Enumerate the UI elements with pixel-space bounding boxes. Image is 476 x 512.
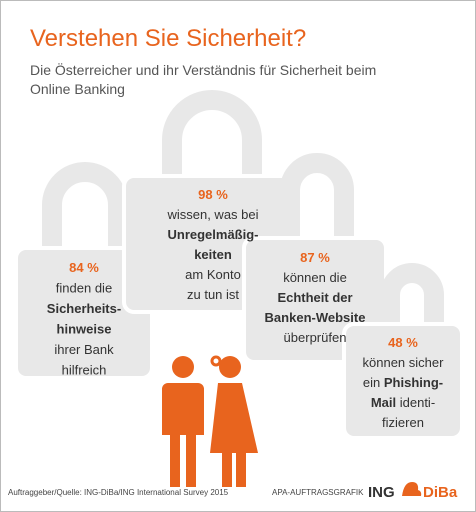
text-segment: Unregelmäßig- xyxy=(167,227,258,242)
people-icon xyxy=(162,355,258,487)
text-segment: ihrer Bank xyxy=(54,342,114,357)
lock-text: Sicherheits- xyxy=(47,301,121,316)
text-segment: können sicher xyxy=(363,355,445,370)
logo-text: ING xyxy=(368,484,395,501)
text-segment: können die xyxy=(283,270,347,285)
lock-text: Unregelmäßig- xyxy=(167,227,258,242)
shackle xyxy=(162,90,262,180)
text-segment: keiten xyxy=(194,247,232,262)
text-segment: zu tun ist xyxy=(187,287,239,302)
lock-text: ein Phishing- xyxy=(363,375,443,390)
shackle xyxy=(280,153,354,242)
subtitle: Online Banking xyxy=(30,81,125,97)
title: Verstehen Sie Sicherheit? xyxy=(30,25,306,52)
text-segment: finden die xyxy=(56,281,112,296)
shackle xyxy=(42,162,128,252)
text-segment: Mail xyxy=(371,395,396,410)
percent: 48 % xyxy=(388,335,418,350)
percent: 98 % xyxy=(198,187,228,202)
source: Auftraggeber/Quelle: ING-DiBa/ING Intern… xyxy=(8,488,229,497)
lock-text: ihrer Bank xyxy=(54,342,114,357)
text-segment: am Konto xyxy=(185,267,241,282)
text-segment: hilfreich xyxy=(62,363,107,378)
lock-text: hinweise xyxy=(57,322,112,337)
text-segment: Echtheit der xyxy=(277,290,352,305)
lock-text: wissen, was bei xyxy=(166,207,258,222)
text-segment: Banken-Website xyxy=(265,310,366,325)
subtitle: Die Österreicher und ihr Verständnis für… xyxy=(30,61,376,78)
lock-text: Echtheit der xyxy=(277,290,352,305)
shackle xyxy=(380,263,444,328)
text-segment: ein xyxy=(363,375,384,390)
lock-text: können sicher xyxy=(363,355,445,370)
text-segment: Phishing- xyxy=(384,375,443,390)
logo-lion xyxy=(402,482,422,496)
lock-text: keiten xyxy=(194,247,232,262)
lock-text: überprüfen xyxy=(284,330,347,345)
lock-text: Banken-Website xyxy=(265,310,366,325)
text-segment: überprüfen xyxy=(284,330,347,345)
lock-text: finden die xyxy=(56,281,112,296)
text-segment: fizieren xyxy=(382,415,424,430)
text-segment: wissen, was bei xyxy=(166,207,258,222)
lock-text: können die xyxy=(283,270,347,285)
lock-text: fizieren xyxy=(382,415,424,430)
percent: 87 % xyxy=(300,250,330,265)
lock-body xyxy=(342,322,464,440)
percent: 84 % xyxy=(69,260,99,275)
locks xyxy=(14,90,464,440)
lock-text: hilfreich xyxy=(62,363,107,378)
text-segment: hinweise xyxy=(57,322,112,337)
lock-text: zu tun ist xyxy=(187,287,239,302)
text-segment: Sicherheits- xyxy=(47,301,121,316)
text-segment: identi- xyxy=(396,395,435,410)
logo-text: DiBa xyxy=(423,484,458,501)
lock-text: am Konto xyxy=(185,267,241,282)
credit: APA-AUFTRAGSGRAFIK xyxy=(272,488,364,497)
lock-text: Mail identi- xyxy=(371,395,435,410)
